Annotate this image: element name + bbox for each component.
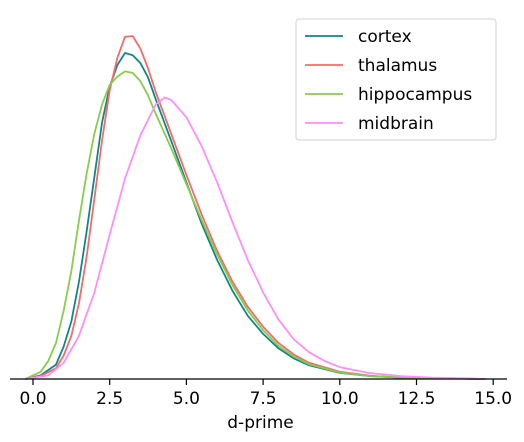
legend-label-hippocampus: hippocampus: [358, 85, 472, 105]
legend-label-thalamus: thalamus: [358, 56, 437, 76]
series-layer: [24, 35, 486, 380]
x-tick-label: 0.0: [19, 389, 46, 409]
x-axis-label: d-prime: [227, 413, 293, 433]
x-tick-label: 10.0: [321, 389, 359, 409]
legend: cortex thalamus hippocampus midbrain: [295, 18, 497, 141]
x-tick-label: 2.5: [96, 389, 123, 409]
x-tick-label: 12.5: [398, 389, 436, 409]
series-line-midbrain: [25, 96, 486, 380]
legend-label-midbrain: midbrain: [358, 114, 434, 134]
x-tick-label: 7.5: [250, 389, 277, 409]
legend-label-cortex: cortex: [358, 27, 412, 47]
legend-frame: [295, 18, 497, 141]
x-ticks: 0.0 2.5 5.0 7.5 10.0 12.5 15.0: [19, 379, 512, 409]
x-tick-label: 15.0: [474, 389, 512, 409]
x-tick-label: 5.0: [173, 389, 200, 409]
series-line-hippocampus: [24, 70, 486, 380]
